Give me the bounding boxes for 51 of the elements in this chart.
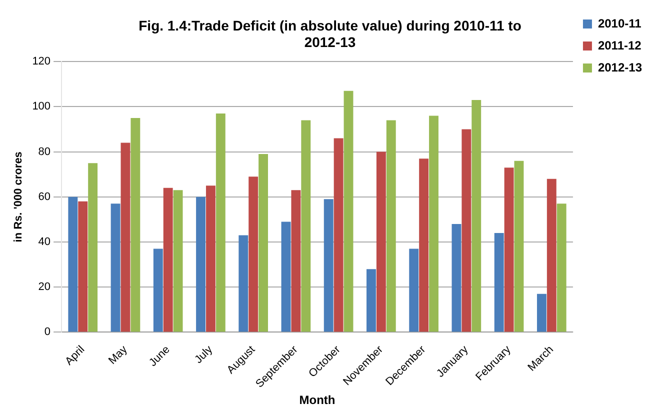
legend-label: 2010-11 <box>598 16 642 30</box>
y-tick-label: 20 <box>38 281 51 294</box>
bar <box>78 201 88 332</box>
x-tick-label: May <box>106 343 130 367</box>
bar <box>301 120 311 332</box>
chart-title: Fig. 1.4:Trade Deficit (in absolute value) during 2010-11 to 2012-13 <box>138 17 522 50</box>
bar <box>494 232 504 332</box>
bar <box>556 204 566 332</box>
bar <box>452 224 462 332</box>
bar <box>258 154 268 332</box>
y-tick-label: 60 <box>38 190 51 203</box>
bar <box>376 152 386 332</box>
bar <box>334 138 344 332</box>
bar <box>366 269 376 332</box>
bar <box>291 190 301 332</box>
bar <box>344 90 354 332</box>
x-axis-title: Month <box>299 393 336 408</box>
bar <box>216 113 226 332</box>
bar <box>196 196 206 332</box>
bar <box>68 196 78 332</box>
x-tick-label: July <box>192 343 216 366</box>
bar <box>504 168 514 332</box>
legend-label: 2012-13 <box>598 60 642 74</box>
bar <box>163 188 173 332</box>
bar <box>546 178 556 332</box>
bar <box>536 294 546 332</box>
bar <box>281 222 291 332</box>
y-tick-label: 40 <box>38 236 51 248</box>
bar <box>514 160 524 332</box>
y-tick-label: 80 <box>38 146 51 158</box>
legend-label: 2011-12 <box>598 38 642 52</box>
y-axis-title: in Rs. '000 crores <box>12 152 25 242</box>
bar <box>173 190 183 332</box>
bar <box>386 120 396 332</box>
bar <box>238 235 248 332</box>
y-tick-label: 0 <box>44 326 51 338</box>
y-tick-label: 100 <box>32 100 51 113</box>
bar <box>429 116 438 332</box>
bar <box>153 248 163 332</box>
bar <box>248 176 258 332</box>
bar <box>130 118 140 332</box>
bar <box>472 100 482 332</box>
bar <box>419 158 429 332</box>
y-tick-label: 120 <box>32 56 51 68</box>
bar <box>120 142 130 332</box>
bar <box>409 248 419 332</box>
bar <box>324 199 334 332</box>
bar <box>88 163 98 332</box>
bar <box>206 186 216 332</box>
bar <box>462 129 472 332</box>
bar <box>110 204 120 332</box>
